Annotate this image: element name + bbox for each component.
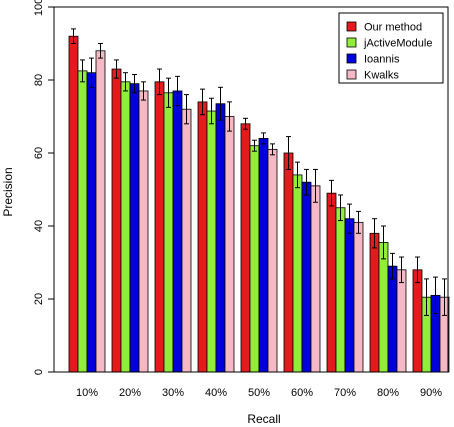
error-bar xyxy=(123,72,128,92)
error-bar xyxy=(329,179,334,207)
bar xyxy=(206,110,217,373)
error-bar xyxy=(372,218,377,249)
bar xyxy=(412,269,423,373)
error-bar xyxy=(356,210,361,234)
legend-label: jActiveModule xyxy=(363,38,432,50)
error-bar xyxy=(304,168,309,196)
bar xyxy=(172,90,183,373)
legend-label: Our method xyxy=(364,22,422,34)
error-bar xyxy=(114,59,119,79)
error-bar xyxy=(89,57,94,88)
x-tick-label: 80% xyxy=(377,387,399,399)
error-bar xyxy=(132,74,137,94)
bar xyxy=(197,101,208,373)
x-tick-label: 20% xyxy=(119,387,141,399)
error-bar xyxy=(295,161,300,189)
bar xyxy=(344,218,355,373)
bar xyxy=(77,70,88,373)
x-tick-label: 10% xyxy=(76,387,98,399)
error-bar xyxy=(399,256,404,284)
error-bar xyxy=(98,43,103,59)
error-bar xyxy=(141,81,146,101)
y-tick-label: 0 xyxy=(33,369,45,375)
x-tick-label: 40% xyxy=(205,387,227,399)
bar xyxy=(181,108,192,373)
legend-label: Ioannis xyxy=(364,54,400,66)
error-bar xyxy=(175,75,180,107)
bar xyxy=(310,185,321,373)
error-bar xyxy=(227,101,232,132)
bar xyxy=(292,174,303,373)
bar xyxy=(138,90,149,373)
bar xyxy=(224,116,235,373)
error-bar xyxy=(270,143,275,156)
legend-label: Kwalks xyxy=(364,70,399,82)
bars-layer xyxy=(68,28,450,373)
bar xyxy=(129,83,140,373)
error-bar xyxy=(390,252,395,280)
error-bar xyxy=(415,256,420,284)
bar xyxy=(111,68,122,373)
bar xyxy=(387,265,398,373)
bar xyxy=(335,207,346,373)
x-tick-label: 30% xyxy=(162,387,184,399)
legend-swatch xyxy=(346,69,357,80)
error-bar xyxy=(157,68,162,96)
bar xyxy=(396,269,407,373)
legend-swatch xyxy=(346,37,357,48)
error-bar xyxy=(261,132,266,145)
bar xyxy=(267,148,278,373)
error-bar xyxy=(243,117,248,130)
bar xyxy=(163,92,174,373)
legend: Our method jActiveModule Ioannis Kwalks xyxy=(338,12,444,84)
error-bar xyxy=(200,88,205,116)
y-tick-label: 60 xyxy=(33,147,45,159)
legend-swatch xyxy=(346,53,357,64)
bar xyxy=(86,72,97,373)
error-bar xyxy=(433,276,438,315)
x-tick-label: 70% xyxy=(334,387,356,399)
error-bar xyxy=(424,278,429,316)
error-bar xyxy=(381,225,386,260)
bar xyxy=(154,81,165,373)
y-axis-title: Precision xyxy=(1,167,15,216)
axes-layer: 0 20 40 60 80 100 10% 20% 30% 40% 50% 60% 70% 80% 90% xyxy=(33,0,449,399)
bar xyxy=(301,181,312,373)
error-bar xyxy=(209,97,214,125)
bar xyxy=(378,242,389,373)
y-tick-label: 20 xyxy=(33,293,45,305)
y-tick-label: 80 xyxy=(33,74,45,86)
plot-frame xyxy=(53,6,449,373)
bar xyxy=(95,50,106,373)
error-bar xyxy=(71,28,76,44)
x-tick-label: 60% xyxy=(291,387,313,399)
error-bar xyxy=(338,194,343,222)
x-axis-title: Recall xyxy=(247,412,280,426)
bar xyxy=(120,81,131,373)
error-bar xyxy=(80,59,85,83)
bar xyxy=(258,137,269,373)
error-bar xyxy=(347,203,352,234)
legend-swatch xyxy=(346,21,357,32)
error-bar xyxy=(218,86,223,121)
bar xyxy=(369,232,380,373)
error-bar xyxy=(442,278,447,316)
bar xyxy=(353,221,364,373)
bar xyxy=(240,123,251,373)
error-bar xyxy=(313,168,318,203)
error-bar xyxy=(166,77,171,108)
error-bar xyxy=(286,136,291,170)
y-tick-label: 40 xyxy=(33,220,45,232)
bar xyxy=(283,152,294,373)
error-bar xyxy=(184,94,189,125)
x-tick-label: 50% xyxy=(248,387,270,399)
error-bar xyxy=(252,139,257,152)
bar xyxy=(249,145,260,373)
y-tick-label: 100 xyxy=(33,0,45,16)
x-tick-label: 90% xyxy=(420,387,442,399)
bar xyxy=(68,35,79,373)
bar xyxy=(326,192,337,373)
bar xyxy=(215,103,226,373)
